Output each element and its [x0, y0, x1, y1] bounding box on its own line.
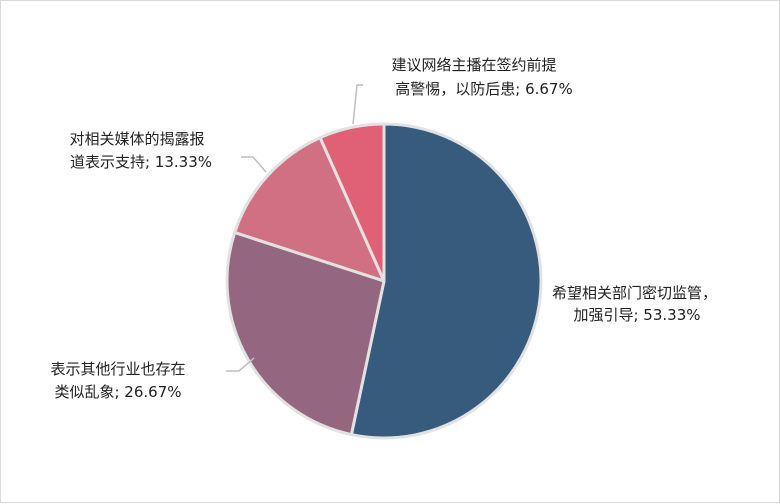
slice-label-3-line-2: 道表示支持; 13.33% — [70, 153, 212, 171]
leader-line-4 — [352, 84, 363, 125]
slice-label-4-line-2: 高警惕，以防后患; 6.67% — [395, 80, 572, 98]
slice-label-2-line-1: 表示其他行业也存在 — [50, 360, 185, 378]
slice-label-3-line-1: 对相关媒体的揭露报 — [69, 130, 204, 148]
slice-label-4-line-1: 建议网络主播在签约前提 — [391, 56, 556, 74]
leader-lines — [226, 84, 363, 372]
pie-slices — [225, 122, 543, 440]
slice-label-1-line-1: 希望相关部门密切监管， — [552, 284, 717, 302]
slice-label-2-line-2: 类似乱象; 26.67% — [54, 383, 181, 401]
pie-slice-3 — [233, 136, 386, 283]
slice-label-1-line-2: 加强引导; 53.33% — [573, 306, 700, 324]
leader-line-2 — [226, 357, 255, 372]
pie-slice-2 — [225, 230, 386, 437]
pie-slice-1 — [349, 122, 543, 440]
leader-line-3 — [241, 156, 267, 173]
pie-slice-4 — [318, 122, 386, 283]
